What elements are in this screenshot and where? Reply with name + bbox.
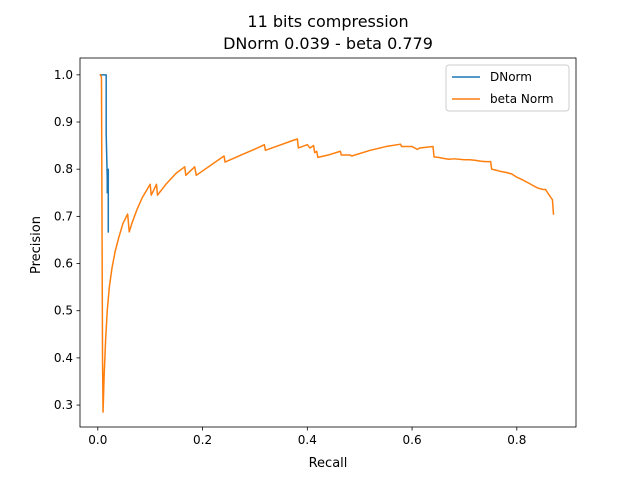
y-tick-label: 0.7 [54, 209, 73, 223]
series-group [99, 73, 555, 413]
y-tick-label: 0.6 [54, 257, 73, 271]
x-tick-label: 0.4 [298, 433, 317, 447]
legend-label-beta-norm: beta Norm [490, 92, 554, 106]
y-tick-label: 0.4 [54, 351, 73, 365]
chart-title: 11 bits compression [247, 12, 408, 31]
y-tick-label: 1.0 [54, 68, 73, 82]
y-tick-label: 0.3 [54, 398, 73, 412]
series-line-dnorm [99, 74, 110, 233]
plot-area: 0.0 0.2 0.4 0.6 0.8 0.3 0.4 0.5 0.6 0.7 0.8 0.9 1.0 D… [54, 57, 577, 447]
x-tick-label: 0.2 [193, 433, 212, 447]
x-tick-label: 0.0 [88, 433, 107, 447]
x-axis-label: Recall [309, 456, 348, 471]
y-tick-label: 0.8 [54, 162, 73, 176]
x-tick-label: 0.8 [507, 433, 526, 447]
series-line-beta-norm [99, 73, 555, 413]
y-tick-label: 0.9 [54, 115, 73, 129]
x-tick-label: 0.6 [403, 433, 422, 447]
legend: DNorm beta Norm [445, 64, 570, 112]
axes-frame [79, 57, 577, 428]
y-axis-label: Precision [29, 216, 44, 274]
y-tick-label: 0.5 [54, 304, 73, 318]
chart-subtitle: DNorm 0.039 - beta 0.779 [223, 34, 433, 53]
legend-label-dnorm: DNorm [490, 70, 532, 84]
